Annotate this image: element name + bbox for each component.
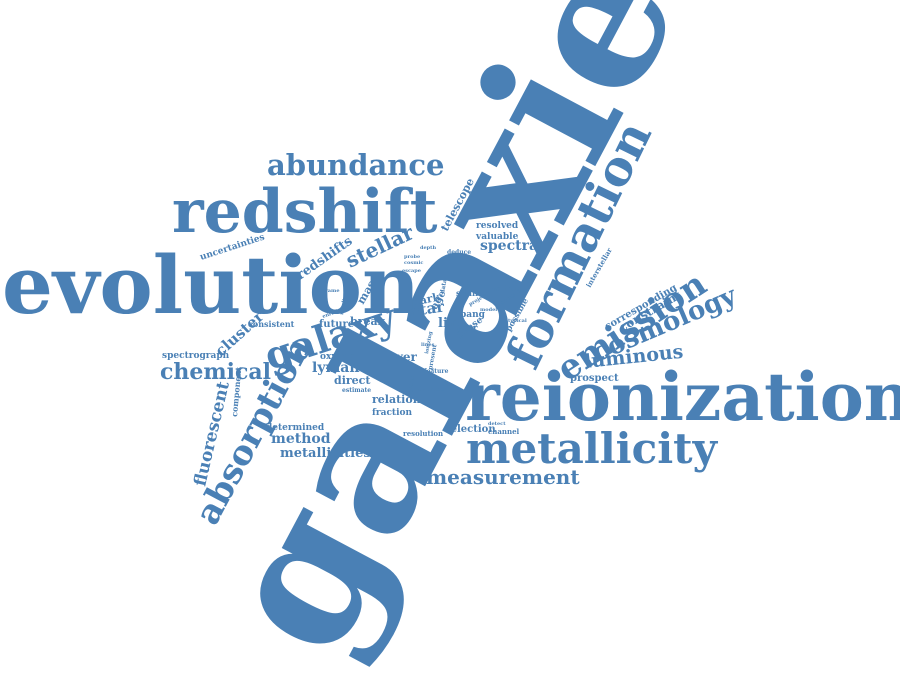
word-component: component	[229, 366, 243, 417]
word-determined: determined	[266, 423, 325, 433]
word-reionization: reionization	[465, 358, 900, 436]
word-relation: relation	[372, 393, 421, 406]
word-frame: frame	[323, 288, 340, 294]
word-probe: probe	[404, 254, 420, 260]
word-various: various	[491, 284, 521, 293]
word-chemical: chemical	[160, 359, 271, 385]
word-ionizing: ionizing	[424, 331, 434, 355]
word-consistent: consistent	[248, 319, 295, 329]
word-lines: lines	[421, 342, 435, 348]
word-spectra: spectra	[480, 238, 538, 254]
word-lower: lower	[380, 350, 418, 364]
word-result: result	[339, 297, 348, 315]
word-star: star	[410, 297, 446, 320]
word-break: break	[350, 315, 386, 328]
word-spectrograph: spectrograph	[162, 351, 230, 361]
word-doublet: doublet	[418, 386, 444, 393]
word-depth: depth	[420, 245, 436, 251]
word-estimate: estimate	[342, 387, 371, 394]
word-resolved: resolved	[476, 221, 519, 231]
word-present: present	[427, 344, 438, 371]
word-model: model	[480, 307, 497, 313]
word-escape: escape	[402, 268, 421, 274]
word-abundance: abundance	[267, 148, 445, 182]
word-deduce: deduce	[447, 249, 471, 256]
word-direct: direct	[334, 374, 371, 387]
word-redshift: redshift	[172, 177, 438, 247]
word-selection: selection	[445, 424, 496, 435]
word-method: method	[271, 431, 331, 447]
word-line: line	[438, 316, 466, 331]
word-metallicity: metallicity	[466, 424, 719, 473]
word-oxygen: oxygen	[320, 352, 356, 362]
word-data: data	[439, 279, 448, 295]
word-year: year	[455, 324, 478, 334]
word-detect: detect	[488, 421, 506, 427]
word-resolution: resolution	[403, 429, 443, 438]
word-future: future	[319, 319, 354, 330]
word-metallicities: metallicities	[280, 446, 371, 461]
word-feature: feature	[424, 368, 449, 375]
word-fraction: fraction	[372, 408, 413, 418]
word-lyman: lyman	[312, 360, 360, 376]
word-evolution: evolution	[2, 238, 420, 332]
word-measurement: measurement	[426, 465, 580, 489]
word-similar: similar	[456, 288, 488, 298]
word-valuable: valuable	[475, 232, 519, 242]
word-typical: typical	[508, 318, 527, 324]
word-cosmic: cosmic	[404, 260, 423, 266]
word-prospect: prospect	[570, 373, 619, 384]
word-channel: channel	[488, 427, 520, 436]
word-enrich: enrich	[322, 308, 341, 320]
word-bang: bang	[460, 310, 486, 320]
word-dark: dark	[411, 290, 442, 309]
word-optical: optical	[407, 375, 416, 395]
